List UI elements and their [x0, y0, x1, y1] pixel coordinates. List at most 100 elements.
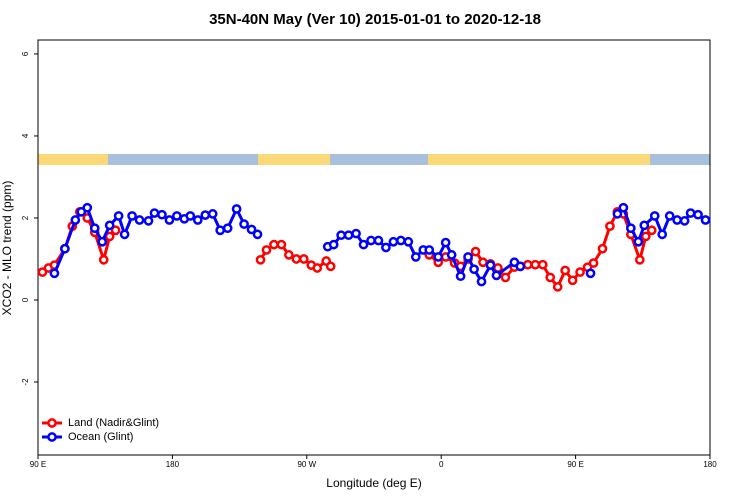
- data-point: [672, 215, 682, 225]
- data-point: [222, 223, 233, 234]
- land-strip: [428, 154, 650, 165]
- data-point: [325, 261, 336, 272]
- data-point: [157, 209, 167, 220]
- data-point: [328, 239, 339, 250]
- data-point: [396, 235, 406, 246]
- data-point: [97, 236, 108, 247]
- data-point: [646, 225, 657, 236]
- plot-frame: [37, 39, 711, 456]
- data-point: [640, 231, 651, 242]
- data-point: [134, 215, 145, 225]
- y-tick-label: 0: [21, 297, 30, 302]
- data-point: [491, 270, 502, 281]
- data-point: [113, 211, 124, 221]
- land-mask: [38, 154, 710, 165]
- data-point: [192, 215, 203, 225]
- data-point: [149, 208, 160, 218]
- x-axis-label: Longitude (deg E): [326, 476, 421, 490]
- data-point: [312, 263, 323, 273]
- x-tick-label: 180: [703, 460, 717, 469]
- data-point: [82, 202, 93, 213]
- data-point: [373, 235, 384, 246]
- x-tick-label: 90 E: [30, 460, 46, 469]
- data-point: [575, 267, 585, 277]
- data-point: [119, 229, 130, 240]
- y-tick-label: 6: [21, 51, 30, 56]
- data-point: [298, 254, 309, 264]
- series-line: [41, 209, 653, 290]
- x-tick-label: 90 E: [567, 460, 583, 469]
- data-point: [685, 208, 696, 218]
- data-point: [410, 252, 421, 262]
- data-point: [478, 257, 488, 268]
- data-point: [446, 250, 457, 260]
- y-tick-label: 2: [21, 215, 30, 220]
- data-point: [284, 250, 294, 260]
- land-strip: [38, 154, 108, 165]
- data-point: [70, 215, 81, 225]
- data-point: [381, 242, 391, 253]
- y-tick-label: 4: [21, 133, 30, 138]
- data-point: [143, 215, 154, 226]
- data-point: [343, 230, 354, 241]
- data-point: [276, 239, 287, 250]
- data-point: [185, 211, 196, 221]
- ocean-strip: [38, 154, 710, 165]
- data-point: [424, 245, 435, 255]
- chart-title: 35N-40N May (Ver 10) 2015-01-01 to 2020-…: [209, 11, 541, 28]
- data-point: [657, 229, 668, 240]
- y-tick-label: -2: [21, 378, 30, 386]
- data-point: [89, 223, 100, 234]
- data-point: [585, 268, 596, 279]
- data-point: [537, 259, 548, 270]
- data-point: [261, 245, 272, 255]
- data-point: [626, 223, 636, 234]
- data-point: [470, 246, 481, 257]
- data-point: [433, 252, 444, 262]
- data-point: [476, 276, 487, 287]
- land-strip: [258, 154, 330, 165]
- data-point: [172, 211, 182, 221]
- data-point: [469, 264, 479, 275]
- data-point: [60, 243, 70, 254]
- data-point: [98, 254, 109, 265]
- legend-marker: [47, 432, 57, 442]
- data-point: [545, 272, 556, 283]
- data-point: [104, 220, 115, 231]
- data-point: [358, 239, 369, 250]
- data-point: [200, 210, 211, 220]
- data-point: [388, 236, 399, 247]
- data-point: [110, 225, 121, 236]
- data-point: [605, 221, 615, 232]
- data-point: [618, 202, 629, 213]
- data-point: [634, 254, 645, 265]
- data-point: [455, 271, 466, 282]
- data-point: [215, 225, 226, 236]
- data-point: [246, 224, 257, 235]
- data-point: [530, 259, 541, 270]
- data-point: [239, 219, 249, 229]
- data-point: [336, 230, 346, 241]
- data-point: [403, 236, 414, 247]
- x-tick-label: 180: [166, 460, 180, 469]
- data-point: [515, 261, 526, 272]
- data-point: [493, 263, 503, 273]
- legend-label: Land (Nadir&Glint): [68, 417, 159, 429]
- data-point: [351, 228, 361, 239]
- x-tick-label: 90 W: [297, 460, 316, 469]
- data-point: [639, 220, 650, 231]
- data-point: [255, 254, 266, 265]
- data-point: [269, 239, 279, 250]
- legend-marker: [47, 418, 57, 428]
- data-point: [633, 236, 644, 247]
- data-point: [127, 211, 137, 221]
- x-tick-label: 0: [439, 460, 444, 469]
- data-point: [588, 258, 599, 268]
- legend-label: Ocean (Glint): [68, 431, 133, 443]
- data-point: [649, 211, 660, 221]
- data-point: [552, 282, 563, 292]
- data-point: [366, 235, 376, 246]
- data-point: [500, 272, 511, 283]
- data-point: [612, 209, 623, 219]
- data-point: [693, 209, 703, 220]
